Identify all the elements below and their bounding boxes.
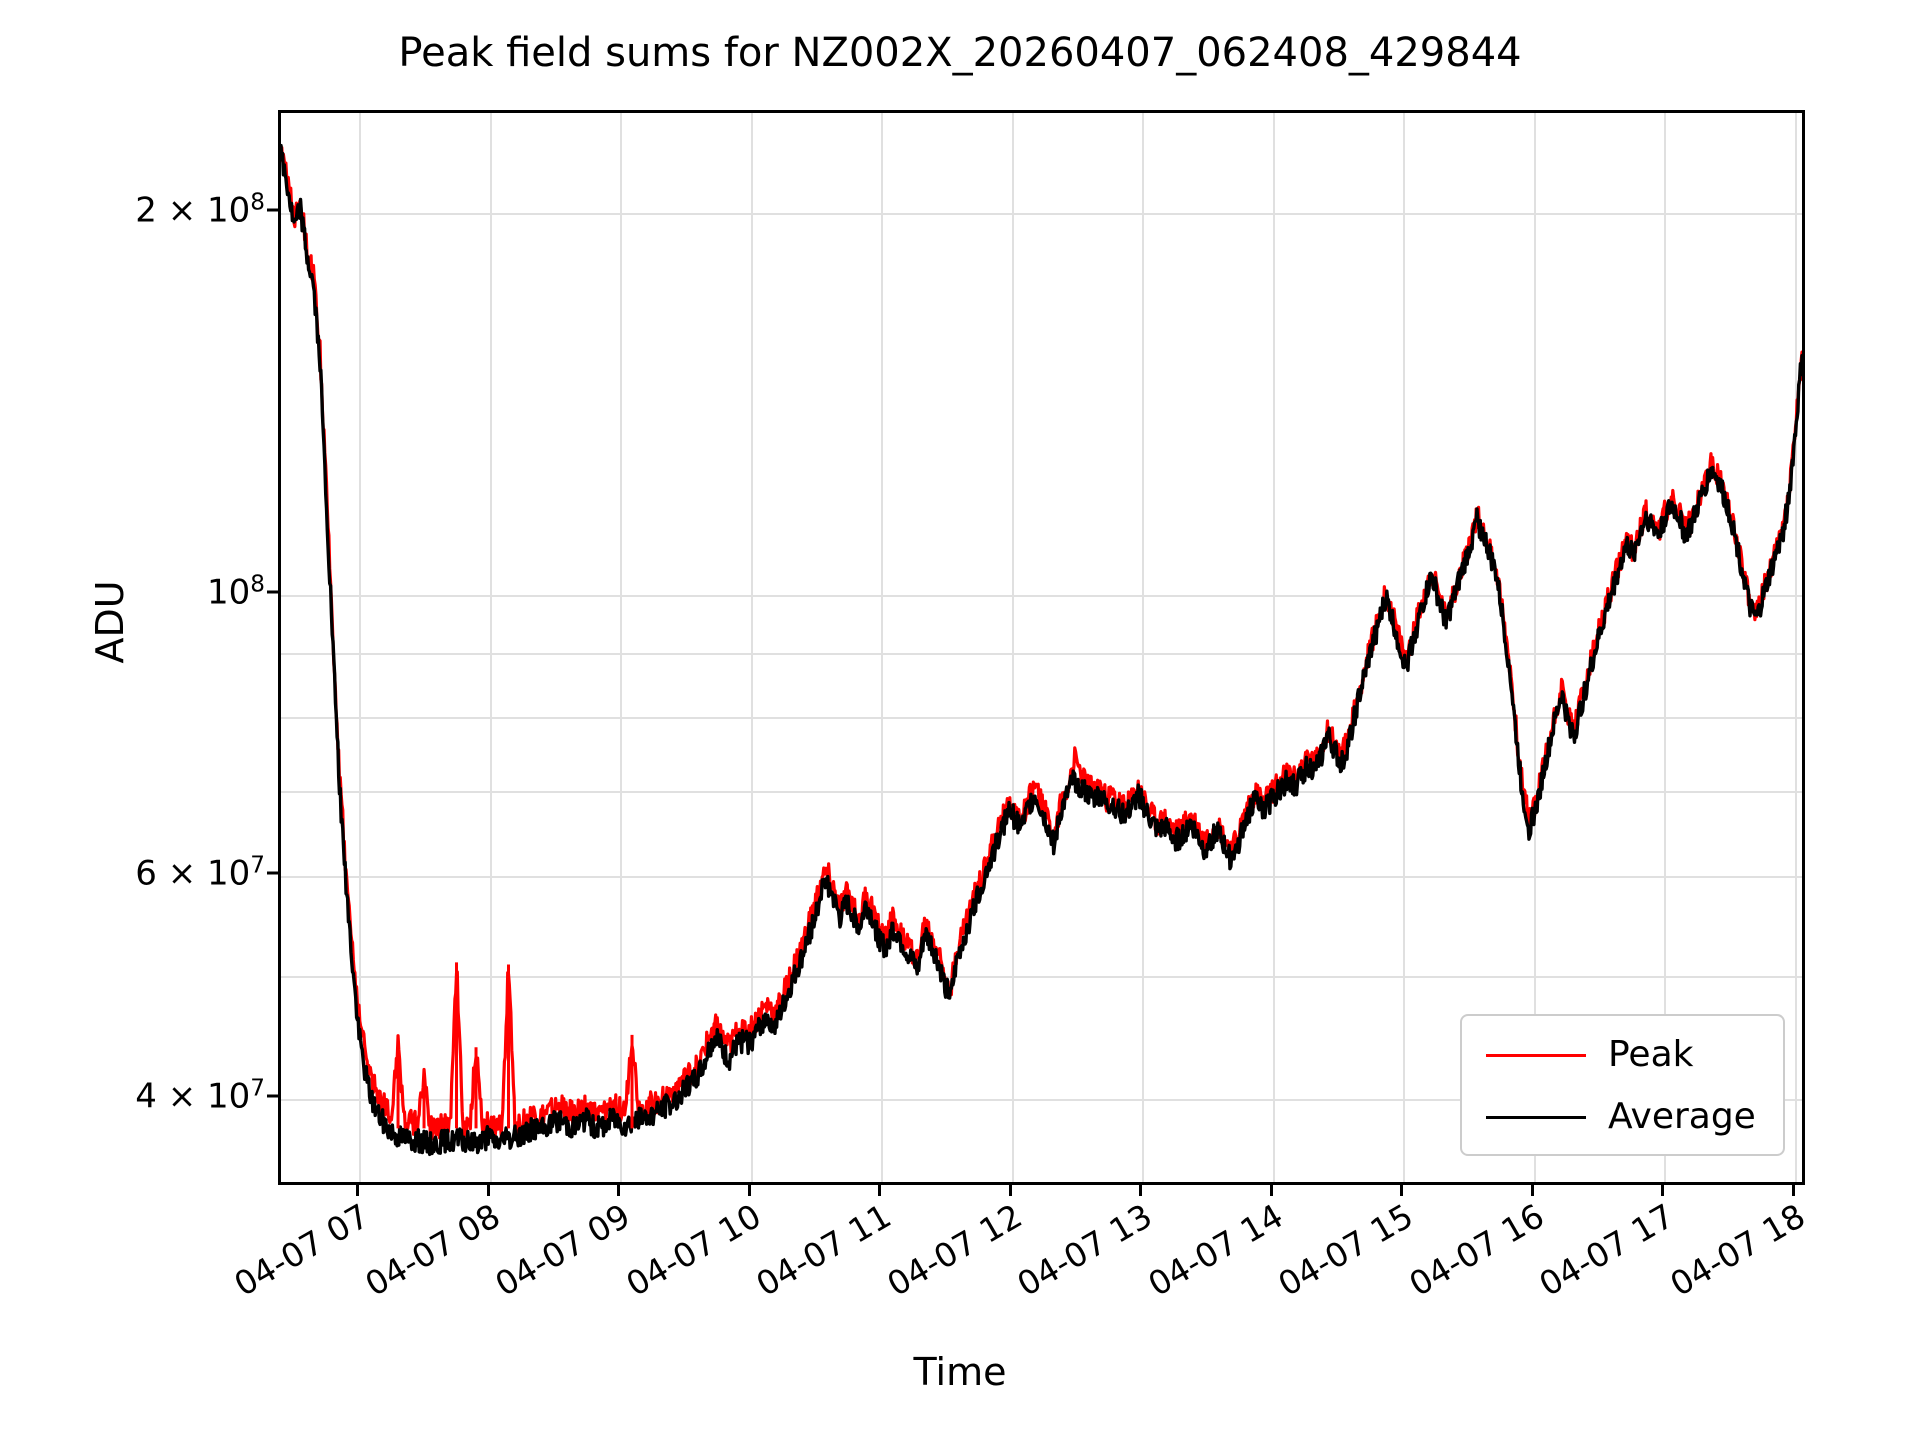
x-tick-mark-1 xyxy=(486,1185,490,1196)
y-tick-label-0: 2 × 108 xyxy=(135,189,265,231)
x-tick-label-11: 04-07 18 xyxy=(1663,1196,1812,1304)
gridline-vertical-5 xyxy=(1011,113,1014,1182)
legend-entry-peak[interactable]: Peak xyxy=(1462,1030,1783,1080)
x-tick-mark-5 xyxy=(1008,1185,1012,1196)
gridline-horizontal-5 xyxy=(281,652,1802,655)
y-tick-mark-1 xyxy=(267,590,278,594)
x-tick-label-0: 04-07 07 xyxy=(227,1196,376,1304)
gridline-horizontal-6 xyxy=(281,594,1802,597)
page-title: Peak field sums for NZ002X_20260407_0624… xyxy=(398,30,1522,76)
y-tick-label-2: 6 × 107 xyxy=(135,851,265,894)
y-tick-mark-2 xyxy=(267,871,278,875)
x-tick-mark-8 xyxy=(1400,1185,1404,1196)
x-tick-mark-10 xyxy=(1661,1185,1665,1196)
x-tick-label-5: 04-07 12 xyxy=(880,1196,1029,1304)
x-tick-mark-6 xyxy=(1139,1185,1143,1196)
gridline-vertical-10 xyxy=(1664,113,1667,1182)
x-tick-label-7: 04-07 14 xyxy=(1141,1196,1290,1304)
gridline-horizontal-0 xyxy=(281,1098,1802,1101)
gridline-vertical-7 xyxy=(1272,113,1275,1182)
gridline-vertical-8 xyxy=(1403,113,1406,1182)
x-tick-mark-2 xyxy=(617,1185,621,1196)
x-tick-mark-4 xyxy=(878,1185,882,1196)
x-tick-mark-3 xyxy=(747,1185,751,1196)
x-tick-label-1: 04-07 08 xyxy=(358,1196,507,1304)
gridline-vertical-0 xyxy=(359,113,362,1182)
gridline-vertical-2 xyxy=(620,113,623,1182)
y-tick-label-3: 4 × 107 xyxy=(135,1074,265,1117)
gridline-vertical-1 xyxy=(489,113,492,1182)
x-tick-mark-9 xyxy=(1530,1185,1534,1196)
series-line-average xyxy=(281,146,1802,1155)
x-tick-mark-0 xyxy=(356,1185,360,1196)
x-tick-label-9: 04-07 16 xyxy=(1402,1196,1551,1304)
gridline-horizontal-7 xyxy=(281,213,1802,216)
x-tick-label-10: 04-07 17 xyxy=(1532,1196,1681,1304)
legend-label-average: Average xyxy=(1608,1096,1756,1137)
x-tick-label-4: 04-07 11 xyxy=(749,1196,898,1304)
y-axis-label: ADU xyxy=(88,580,132,664)
legend-label-peak: Peak xyxy=(1608,1034,1694,1075)
y-tick-label-1: 108 xyxy=(207,570,265,613)
legend-box[interactable]: Peak Average xyxy=(1460,1014,1785,1156)
x-axis-label: Time xyxy=(913,1350,1007,1394)
gridline-horizontal-2 xyxy=(281,875,1802,878)
data-series-layer xyxy=(281,113,1802,1182)
gridline-horizontal-1 xyxy=(281,975,1802,978)
y-tick-mark-0 xyxy=(267,208,278,212)
gridline-vertical-6 xyxy=(1142,113,1145,1182)
legend-entry-average[interactable]: Average xyxy=(1462,1092,1783,1142)
x-tick-mark-7 xyxy=(1269,1185,1273,1196)
gridline-horizontal-4 xyxy=(281,717,1802,720)
plot-area xyxy=(278,110,1805,1185)
gridline-vertical-9 xyxy=(1533,113,1536,1182)
legend-swatch-average xyxy=(1486,1116,1586,1119)
legend-swatch-peak xyxy=(1486,1054,1586,1057)
x-tick-label-6: 04-07 13 xyxy=(1010,1196,1159,1304)
x-tick-mark-11 xyxy=(1791,1185,1795,1196)
x-tick-label-2: 04-07 09 xyxy=(488,1196,637,1304)
y-tick-mark-3 xyxy=(267,1094,278,1098)
gridline-vertical-4 xyxy=(881,113,884,1182)
x-tick-label-8: 04-07 15 xyxy=(1271,1196,1420,1304)
gridline-vertical-3 xyxy=(750,113,753,1182)
gridline-vertical-11 xyxy=(1794,113,1797,1182)
x-tick-label-3: 04-07 10 xyxy=(619,1196,768,1304)
